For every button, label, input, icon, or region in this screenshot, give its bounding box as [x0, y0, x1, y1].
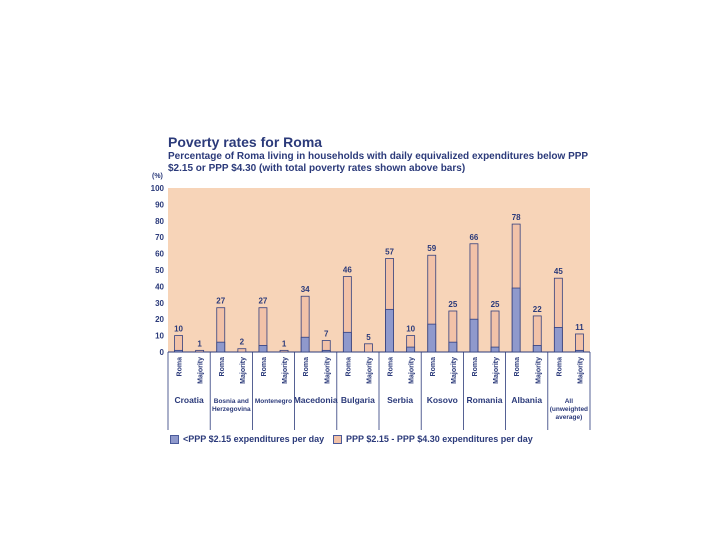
y-tick-label: 50 — [155, 266, 164, 275]
bar-category-label: Roma — [219, 357, 226, 377]
bar-segment-low — [553, 326, 563, 353]
data-label: 66 — [469, 233, 478, 242]
bar-category-label: Majority — [198, 357, 205, 384]
bar-segment-low — [406, 346, 416, 353]
group-label: All — [565, 398, 574, 405]
bar-segment-low — [342, 331, 352, 353]
bar-segment-low — [258, 345, 268, 353]
data-label: 57 — [385, 248, 394, 257]
group-label: Romania — [467, 395, 503, 405]
group-label: average) — [556, 414, 583, 421]
data-label: 34 — [301, 285, 310, 294]
data-label: 25 — [448, 300, 457, 309]
bar-category-label: Roma — [261, 357, 268, 377]
y-tick-label: 20 — [155, 315, 164, 324]
group-label: Bosnia and — [214, 398, 249, 405]
bar-category-label: Roma — [430, 357, 437, 377]
bar-segment-low — [174, 349, 183, 353]
group-label: Croatia — [174, 395, 204, 405]
data-label: 78 — [512, 213, 521, 222]
group-label: Macedonia — [294, 395, 338, 405]
y-tick-label: 80 — [155, 217, 164, 226]
bar-category-label: Majority — [409, 357, 416, 384]
bar-segment-low — [490, 346, 500, 353]
chart-subtitle: Percentage of Roma living in households … — [168, 151, 588, 174]
y-tick-label: 70 — [155, 233, 164, 242]
bar-category-label: Roma — [177, 357, 184, 377]
data-label: 45 — [554, 267, 563, 276]
bar-category-label: Roma — [556, 357, 563, 377]
chart-title: Poverty rates for Roma — [168, 134, 323, 150]
data-label: 10 — [174, 325, 183, 334]
bar-segment-low — [532, 345, 542, 353]
group-label: Herzegovina — [212, 406, 251, 413]
bar-category-label: Roma — [303, 357, 310, 377]
data-label: 10 — [406, 325, 415, 334]
data-label: 11 — [575, 323, 584, 332]
bar-segment-high — [195, 349, 205, 353]
bar-segment-high — [575, 333, 584, 353]
group-label: (unweighted — [550, 406, 588, 413]
bar-segment-high — [490, 310, 500, 353]
bar-segment-low — [575, 349, 584, 353]
bar-segment-low — [511, 287, 521, 353]
legend-swatch-low — [170, 435, 179, 445]
legend-label-low: <PPP $2.15 expenditures per day — [183, 434, 325, 444]
bar-segment-low — [427, 323, 437, 353]
y-tick-label: 100 — [151, 184, 165, 193]
y-tick-label: 30 — [155, 299, 164, 308]
group-label: Montenegro — [255, 398, 292, 405]
bar-segment-low — [216, 341, 226, 353]
group-label: Bulgaria — [341, 395, 375, 405]
y-tick-label: 10 — [155, 332, 164, 341]
data-label: 27 — [216, 297, 225, 306]
legend-swatch-high — [333, 435, 342, 445]
bar-segment-high — [364, 343, 373, 353]
data-label: 5 — [366, 333, 371, 342]
y-tick-label: 40 — [155, 282, 164, 291]
bar-category-label: Majority — [451, 357, 458, 384]
group-label: Kosovo — [427, 395, 458, 405]
bar-category-label: Roma — [345, 357, 352, 377]
y-axis-label: (%) — [152, 173, 163, 180]
data-label: 25 — [491, 300, 500, 309]
bar-category-label: Majority — [282, 357, 289, 384]
bar-segment-high — [237, 348, 247, 353]
y-tick-label: 0 — [160, 348, 165, 357]
bar-segment-low — [321, 349, 331, 353]
bar-segment-low — [469, 318, 479, 353]
data-label: 59 — [427, 244, 436, 253]
data-label: 7 — [324, 330, 329, 339]
bar-segment-low — [448, 341, 458, 353]
legend-item-low: <PPP $2.15 expenditures per day — [170, 434, 325, 445]
bar-category-label: Roma — [472, 357, 479, 377]
bar-segment-low — [385, 308, 394, 353]
bar-category-label: Majority — [577, 357, 584, 384]
legend-label-high: PPP $2.15 - PPP $4.30 expenditures per d… — [346, 434, 533, 444]
bar-category-label: Majority — [493, 357, 500, 384]
data-label: 22 — [533, 305, 542, 314]
bar-category-label: Roma — [388, 357, 395, 377]
data-label: 1 — [197, 339, 202, 348]
group-label: Serbia — [387, 395, 413, 405]
group-label: Albania — [511, 395, 542, 405]
bar-category-label: Majority — [535, 357, 542, 384]
data-label: 46 — [343, 266, 352, 275]
data-label: 1 — [282, 339, 287, 348]
data-label: 2 — [240, 338, 245, 347]
data-label: 27 — [258, 297, 267, 306]
y-tick-label: 90 — [155, 200, 164, 209]
bar-segment-low — [300, 336, 310, 353]
bar-category-label: Majority — [324, 357, 331, 384]
plot-background — [168, 188, 590, 352]
bar-segment-high — [279, 349, 289, 353]
y-tick-label: 60 — [155, 250, 164, 259]
bar-segment-high — [174, 335, 183, 353]
bar-category-label: Roma — [514, 357, 521, 377]
bar-category-label: Majority — [240, 357, 247, 384]
bar-category-label: Majority — [366, 357, 373, 384]
legend-item-high: PPP $2.15 - PPP $4.30 expenditures per d… — [333, 434, 533, 445]
